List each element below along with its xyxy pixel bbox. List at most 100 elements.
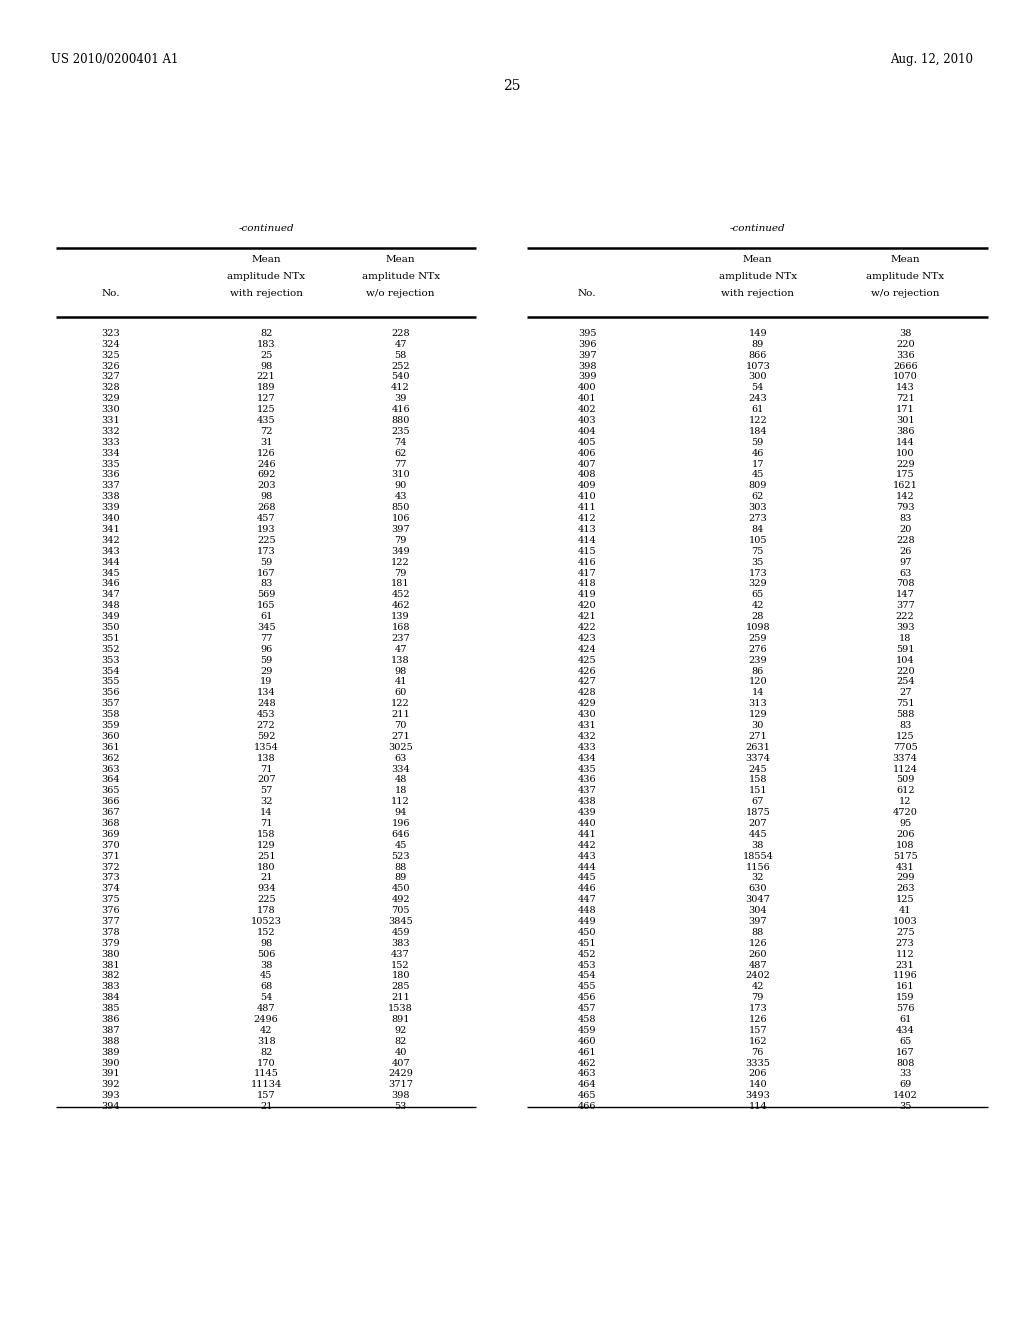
Text: with rejection: with rejection [229,289,303,298]
Text: 352: 352 [101,644,120,653]
Text: 540: 540 [391,372,410,381]
Text: 45: 45 [752,470,764,479]
Text: 439: 439 [578,808,597,817]
Text: 61: 61 [752,405,764,414]
Text: 47: 47 [394,339,407,348]
Text: 432: 432 [578,731,597,741]
Text: 125: 125 [896,731,914,741]
Text: 383: 383 [391,939,410,948]
Text: 1098: 1098 [745,623,770,632]
Text: 158: 158 [749,775,767,784]
Text: 127: 127 [257,395,275,404]
Text: 459: 459 [578,1026,597,1035]
Text: 341: 341 [101,525,120,535]
Text: 304: 304 [749,906,767,915]
Text: 12: 12 [899,797,911,807]
Text: 421: 421 [578,612,597,622]
Text: 431: 431 [896,862,914,871]
Text: 89: 89 [394,874,407,883]
Text: 407: 407 [578,459,597,469]
Text: 303: 303 [749,503,767,512]
Text: 220: 220 [896,667,914,676]
Text: 129: 129 [749,710,767,719]
Text: 1003: 1003 [893,917,918,927]
Text: 349: 349 [391,546,410,556]
Text: 329: 329 [749,579,767,589]
Text: 412: 412 [391,383,410,392]
Text: 313: 313 [749,700,767,709]
Text: 350: 350 [101,623,120,632]
Text: 3845: 3845 [388,917,413,927]
Text: 366: 366 [101,797,120,807]
Text: No.: No. [578,289,597,298]
Text: 157: 157 [257,1092,275,1101]
Text: 368: 368 [101,818,120,828]
Text: 120: 120 [749,677,767,686]
Text: 327: 327 [101,372,120,381]
Text: w/o rejection: w/o rejection [871,289,939,298]
Text: 445: 445 [749,830,767,840]
Text: 21: 21 [260,874,272,883]
Text: 147: 147 [896,590,914,599]
Text: 98: 98 [260,492,272,502]
Text: 211: 211 [391,710,410,719]
Text: 338: 338 [101,492,120,502]
Text: 354: 354 [101,667,120,676]
Text: 20: 20 [899,525,911,535]
Text: 140: 140 [749,1080,767,1089]
Text: 646: 646 [391,830,410,840]
Text: 437: 437 [391,949,410,958]
Text: 228: 228 [391,329,410,338]
Text: 334: 334 [391,764,410,774]
Text: 14: 14 [752,688,764,697]
Text: 98: 98 [260,362,272,371]
Text: 228: 228 [896,536,914,545]
Text: 31: 31 [260,438,272,447]
Text: 721: 721 [896,395,914,404]
Text: US 2010/0200401 A1: US 2010/0200401 A1 [51,53,178,66]
Text: 71: 71 [260,818,272,828]
Text: 427: 427 [578,677,597,686]
Text: amplitude NTx: amplitude NTx [361,272,439,281]
Text: 387: 387 [101,1026,120,1035]
Text: 97: 97 [899,557,911,566]
Text: 271: 271 [749,731,767,741]
Text: 38: 38 [752,841,764,850]
Text: 428: 428 [578,688,597,697]
Text: 422: 422 [578,623,597,632]
Text: 180: 180 [257,862,275,871]
Text: 415: 415 [578,546,597,556]
Text: 3374: 3374 [893,754,918,763]
Text: 465: 465 [578,1092,597,1101]
Text: 84: 84 [752,525,764,535]
Text: 18: 18 [899,634,911,643]
Text: 263: 263 [896,884,914,894]
Text: 793: 793 [896,503,914,512]
Text: 259: 259 [749,634,767,643]
Text: 207: 207 [257,775,275,784]
Text: 443: 443 [578,851,597,861]
Text: 3047: 3047 [745,895,770,904]
Text: 32: 32 [752,874,764,883]
Text: 359: 359 [101,721,120,730]
Text: 181: 181 [391,579,410,589]
Text: 391: 391 [101,1069,120,1078]
Text: 106: 106 [391,513,410,523]
Text: 42: 42 [752,982,764,991]
Text: 416: 416 [391,405,410,414]
Text: 459: 459 [391,928,410,937]
Text: 5175: 5175 [893,851,918,861]
Text: 452: 452 [578,949,597,958]
Text: 260: 260 [749,949,767,958]
Text: 48: 48 [394,775,407,784]
Text: 336: 336 [896,351,914,360]
Text: 248: 248 [257,700,275,709]
Text: 29: 29 [260,667,272,676]
Text: 57: 57 [260,787,272,796]
Text: 71: 71 [260,764,272,774]
Text: 237: 237 [391,634,410,643]
Text: 27: 27 [899,688,911,697]
Text: 509: 509 [896,775,914,784]
Text: 152: 152 [257,928,275,937]
Text: 211: 211 [391,993,410,1002]
